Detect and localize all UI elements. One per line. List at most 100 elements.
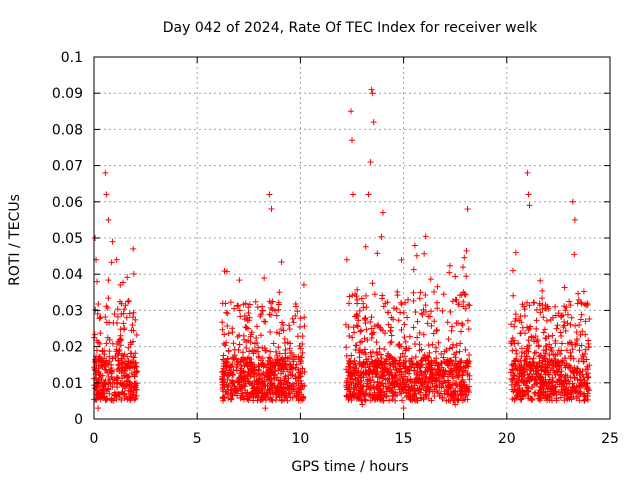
data-point: [285, 390, 292, 397]
data-point: [410, 360, 417, 367]
data-point: [261, 378, 268, 385]
data-point: [125, 297, 132, 304]
data-point: [263, 347, 270, 354]
data-point: [375, 385, 382, 392]
data-point: [569, 367, 576, 374]
data-point: [462, 385, 469, 392]
data-point: [113, 320, 120, 327]
data-point: [534, 336, 541, 343]
data-point-notable: [452, 401, 459, 408]
data-point: [404, 314, 411, 321]
data-point: [118, 355, 125, 362]
data-point: [422, 368, 429, 375]
data-point: [283, 394, 290, 401]
data-point: [103, 340, 110, 347]
data-point: [378, 355, 385, 362]
data-point: [250, 394, 257, 401]
data-point: [417, 358, 424, 365]
data-point: [459, 322, 466, 329]
data-point: [455, 366, 462, 373]
data-point: [267, 311, 274, 318]
data-point: [362, 397, 369, 404]
data-point-notable: [571, 216, 578, 223]
data-point: [388, 387, 395, 394]
data-point: [102, 377, 109, 384]
data-point: [456, 360, 463, 367]
data-point-notable: [102, 169, 109, 176]
data-point-notable: [569, 198, 576, 205]
data-point: [539, 306, 546, 313]
data-point: [576, 347, 583, 354]
data-point-notable: [359, 401, 366, 408]
x-tick-label: 15: [395, 431, 413, 447]
data-point: [400, 386, 407, 393]
data-point: [265, 371, 272, 378]
data-point: [265, 386, 272, 393]
data-point: [460, 303, 467, 310]
data-point: [295, 396, 302, 403]
data-point: [121, 385, 128, 392]
data-point: [511, 357, 518, 364]
data-point: [126, 310, 133, 317]
data-point: [261, 275, 268, 282]
data-point: [548, 344, 555, 351]
data-point: [297, 360, 304, 367]
data-point: [358, 363, 365, 370]
data-point: [115, 350, 122, 357]
data-point: [568, 314, 575, 321]
data-point: [116, 394, 123, 401]
data-point: [361, 335, 368, 342]
data-point: [465, 325, 472, 332]
data-point: [518, 362, 525, 369]
data-point: [95, 301, 102, 308]
data-point: [245, 378, 252, 385]
data-point: [512, 311, 519, 318]
data-point: [525, 395, 532, 402]
data-point: [399, 397, 406, 404]
data-point: [542, 343, 549, 350]
data-point: [511, 323, 518, 330]
data-point: [296, 323, 303, 330]
data-point: [558, 314, 565, 321]
data-point: [115, 357, 122, 364]
data-point: [278, 397, 285, 404]
data-point: [531, 350, 538, 357]
data-point: [451, 388, 458, 395]
data-point: [533, 370, 540, 377]
data-point: [508, 375, 515, 382]
data-point: [349, 334, 356, 341]
data-point: [371, 291, 378, 298]
data-point: [104, 395, 111, 402]
data-point: [118, 364, 125, 371]
data-point: [449, 298, 456, 305]
y-tick-label: 0.01: [52, 376, 83, 392]
data-point: [128, 350, 135, 357]
data-point: [253, 387, 260, 394]
data-point: [411, 367, 418, 374]
data-point: [573, 395, 580, 402]
data-point: [522, 358, 529, 365]
data-point: [96, 340, 103, 347]
data-point: [421, 355, 428, 362]
data-point: [131, 373, 138, 380]
data-point: [525, 362, 532, 369]
data-point: [539, 374, 546, 381]
data-point: [438, 364, 445, 371]
data-point: [130, 270, 137, 277]
data-point: [582, 318, 589, 325]
data-point: [553, 325, 560, 332]
data-point: [430, 288, 437, 295]
data-point: [267, 328, 274, 335]
data-point: [533, 380, 540, 387]
data-point: [120, 310, 127, 317]
data-point: [244, 325, 251, 332]
data-point: [95, 362, 102, 369]
data-point: [452, 354, 459, 361]
data-point: [259, 355, 266, 362]
y-tick-label: 0: [74, 412, 83, 428]
data-point: [517, 357, 524, 364]
data-point: [299, 333, 306, 340]
data-point: [369, 280, 376, 287]
data-point: [284, 397, 291, 404]
data-point: [378, 233, 385, 240]
